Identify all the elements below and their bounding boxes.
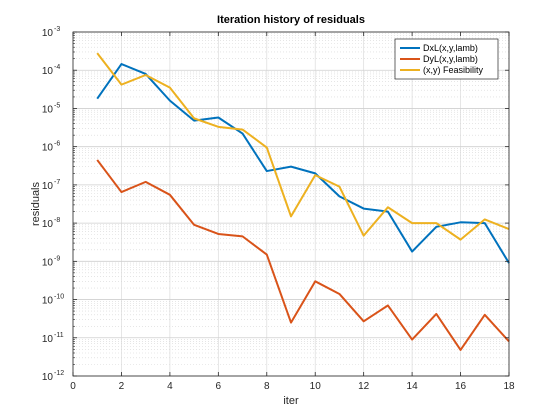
y-tick-base: 10 <box>42 257 54 268</box>
y-tick-label: 10 <box>42 181 54 192</box>
y-tick-label: 10 <box>42 219 54 230</box>
y-tick-exponent: -12 <box>54 370 64 377</box>
y-tick-label: 10 <box>42 372 54 383</box>
series-line <box>96 159 510 351</box>
y-tick-base: 10 <box>42 28 54 39</box>
y-tick-exponent: -10 <box>54 294 64 301</box>
y-tick-label: 10 <box>42 28 54 39</box>
y-tick-base: 10 <box>42 143 54 154</box>
y-tick-base: 10 <box>42 181 54 192</box>
y-tick-base: 10 <box>42 334 54 345</box>
x-axis-label: iter <box>283 395 299 407</box>
x-tick-label: 8 <box>264 381 270 392</box>
y-tick-base: 10 <box>42 296 54 307</box>
x-tick-label: 18 <box>503 381 515 392</box>
x-tick-label: 16 <box>455 381 467 392</box>
y-tick-label: 10 <box>42 257 54 268</box>
legend-label: DxL(x,y,lamb) <box>423 43 478 53</box>
y-tick-base: 10 <box>42 219 54 230</box>
y-tick-exponent: -3 <box>54 26 60 33</box>
series-line <box>96 52 510 241</box>
x-tick-label: 14 <box>407 381 419 392</box>
y-tick-exponent: -7 <box>54 179 60 186</box>
x-tick-label: 10 <box>310 381 322 392</box>
y-tick-exponent: -11 <box>54 332 64 339</box>
x-tick-label: 6 <box>216 381 222 392</box>
y-tick-label: 10 <box>42 334 54 345</box>
y-tick-label: 10 <box>42 104 54 115</box>
y-tick-label: 10 <box>42 66 54 77</box>
x-tick-label: 4 <box>167 381 173 392</box>
x-tick-label: 0 <box>70 381 76 392</box>
y-tick-exponent: -9 <box>54 255 60 262</box>
x-tick-label: 12 <box>358 381 370 392</box>
y-tick-exponent: -4 <box>54 64 60 71</box>
legend-label: DyL(x,y,lamb) <box>423 54 478 64</box>
legend: DxL(x,y,lamb)DyL(x,y,lamb)(x,y) Feasibil… <box>394 38 499 80</box>
legend-label: (x,y) Feasibility <box>423 65 484 75</box>
chart-title: Iteration history of residuals <box>217 14 365 26</box>
y-tick-label: 10 <box>42 143 54 154</box>
y-tick-exponent: -6 <box>54 141 60 148</box>
y-tick-exponent: -5 <box>54 102 60 109</box>
y-tick-base: 10 <box>42 66 54 77</box>
y-axis-label: residuals <box>30 181 42 226</box>
series-layer <box>96 52 510 351</box>
y-tick-exponent: -8 <box>54 217 60 224</box>
y-tick-label: 10 <box>42 296 54 307</box>
y-tick-base: 10 <box>42 372 54 383</box>
tick-layer: 0 2 4 6 8 10 12 14 16 1810-1210-1110-1010-910-810… <box>42 26 515 392</box>
plot-area <box>73 32 509 376</box>
plot-frame <box>72 31 510 377</box>
y-tick-base: 10 <box>42 104 54 115</box>
x-tick-label: 2 <box>119 381 125 392</box>
